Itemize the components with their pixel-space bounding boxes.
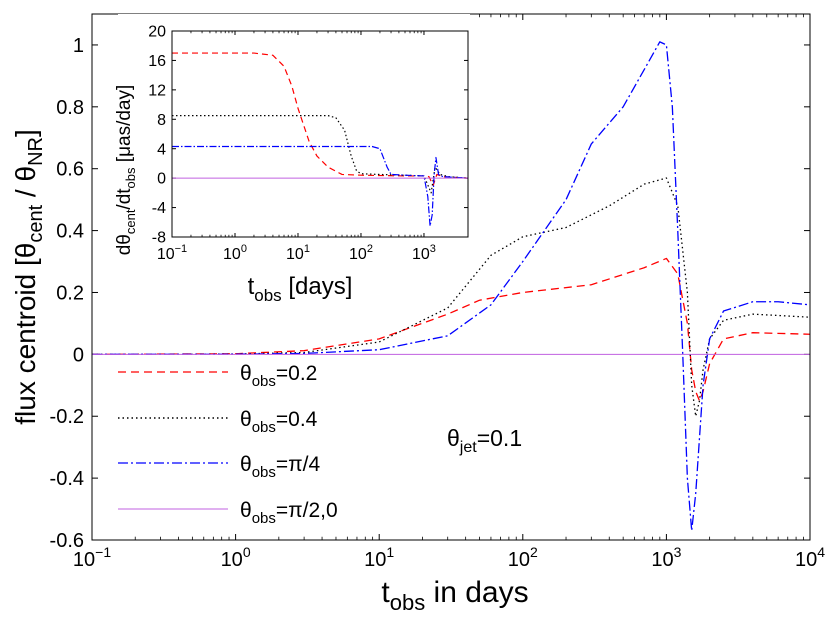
main-y-label-post: ] <box>10 129 41 137</box>
x-tick-label: 100 <box>223 243 247 263</box>
y-tick-label: -0.6 <box>50 530 84 552</box>
y-tick-label: 16 <box>148 53 166 70</box>
y-tick-label: 0.4 <box>56 221 84 243</box>
x-tick-label: 102 <box>508 544 538 571</box>
y-tick-label: 12 <box>148 82 166 99</box>
series-line-s02 <box>91 257 811 402</box>
y-tick-label: 0.6 <box>56 159 84 181</box>
inset-series-group <box>172 52 469 227</box>
main-y-axis-label: flux centroid [θcent / θNR] <box>10 129 47 425</box>
series-line-s45 <box>91 41 811 532</box>
y-tick-label: 0 <box>73 344 84 366</box>
x-tick-label: 103 <box>412 243 436 263</box>
x-tick-label: 10−1 <box>157 243 187 263</box>
y-tick-label: 20 <box>148 24 166 41</box>
main-y-label-mid: / θ <box>10 166 41 205</box>
main-series-group <box>91 41 811 532</box>
series-line-i02 <box>172 52 469 187</box>
legend-label-s04: θobs=0.4 <box>240 408 318 436</box>
inset-x-axis-label: tobs [days] <box>248 273 353 305</box>
y-tick-label: 1 <box>73 35 84 57</box>
y-tick-label: 0.8 <box>56 97 84 119</box>
y-tick-label: 8 <box>157 112 166 129</box>
main-tick-labels: 10−1 100 101 102 103 104-0.6-0.4-0.200.20.40.… <box>50 35 826 571</box>
legend-label-s45: θobs=π/4 <box>240 453 320 481</box>
main-y-label-sub2: NR <box>25 137 47 166</box>
x-tick-label: 101 <box>286 243 310 263</box>
legend: θobs=0.2 θobs=0.4 θobs=π/4 θobs=π/2,0 <box>118 362 338 527</box>
x-tick-label: 100 <box>221 544 251 571</box>
y-tick-label: -8 <box>152 230 166 247</box>
inset-plot-frame <box>171 30 469 238</box>
legend-label-s90: θobs=π/2,0 <box>240 499 338 527</box>
y-tick-label: 0.2 <box>56 282 84 304</box>
series-line-i45 <box>172 145 469 227</box>
main-x-label-sub: obs <box>390 590 425 615</box>
annotation-theta-jet: θjet=0.1 <box>447 425 522 456</box>
y-tick-label: -0.2 <box>50 406 84 428</box>
inset-tick-labels: 10−1 100 101 102 103 -8 -4 0 4 8 12 16 20 <box>148 24 436 263</box>
main-y-label-sub1: cent <box>25 204 47 242</box>
main-y-label-pre: flux centroid [θ <box>10 243 41 425</box>
y-tick-label: -0.4 <box>50 468 84 490</box>
x-tick-label: 102 <box>349 243 373 263</box>
series-line-s04 <box>91 177 811 417</box>
y-tick-label: 0 <box>157 171 166 188</box>
x-tick-label: 103 <box>651 544 681 571</box>
x-tick-label: 101 <box>364 544 394 571</box>
y-tick-label: -4 <box>152 200 166 217</box>
inset-background <box>118 14 470 268</box>
main-x-label-rest: in days <box>425 576 528 609</box>
x-tick-label: 104 <box>795 544 825 571</box>
legend-label-s02: θobs=0.2 <box>240 362 317 390</box>
main-x-axis-label: tobs in days <box>381 576 528 615</box>
inset-y-axis-label: dθcent/dtobs [μas/day] <box>114 85 138 256</box>
main-x-label-main: t <box>381 576 390 609</box>
y-tick-label: 4 <box>157 141 166 158</box>
x-tick-label: 10−1 <box>73 544 111 571</box>
